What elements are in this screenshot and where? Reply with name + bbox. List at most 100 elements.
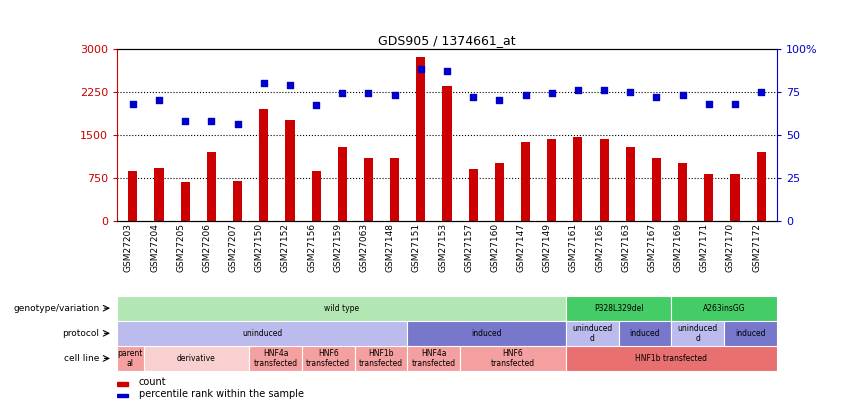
- Bar: [364, 158, 373, 221]
- Text: GSM27156: GSM27156: [307, 223, 316, 272]
- Point: [335, 90, 349, 97]
- Bar: [302, 346, 355, 371]
- Bar: [117, 382, 128, 386]
- Bar: [181, 182, 190, 221]
- Bar: [143, 346, 249, 371]
- Text: GDS905 / 1374661_at: GDS905 / 1374661_at: [378, 34, 516, 47]
- Text: genotype/variation: genotype/variation: [13, 304, 99, 313]
- Text: GSM27206: GSM27206: [202, 223, 212, 272]
- Text: HNF1b transfected: HNF1b transfected: [635, 354, 707, 363]
- Bar: [521, 142, 530, 221]
- Text: HNF6
transfected: HNF6 transfected: [491, 349, 535, 368]
- Text: HNF4a
transfected: HNF4a transfected: [253, 349, 298, 368]
- Bar: [355, 346, 407, 371]
- Text: HNF4a
transfected: HNF4a transfected: [411, 349, 456, 368]
- Bar: [619, 321, 671, 346]
- Text: percentile rank within the sample: percentile rank within the sample: [139, 389, 304, 399]
- Bar: [117, 321, 407, 346]
- Text: wild type: wild type: [324, 304, 359, 313]
- Bar: [671, 296, 777, 321]
- Text: induced: induced: [471, 329, 502, 338]
- Bar: [671, 321, 724, 346]
- Text: GSM27157: GSM27157: [464, 223, 473, 272]
- Bar: [566, 346, 777, 371]
- Bar: [600, 139, 608, 221]
- Text: GSM27169: GSM27169: [674, 223, 682, 272]
- Point: [518, 92, 532, 98]
- Bar: [757, 152, 766, 221]
- Bar: [460, 346, 566, 371]
- Text: GSM27163: GSM27163: [621, 223, 630, 272]
- Bar: [678, 163, 687, 221]
- Text: GSM27147: GSM27147: [516, 223, 525, 272]
- Bar: [117, 296, 566, 321]
- Point: [205, 118, 219, 124]
- Point: [754, 88, 768, 95]
- Point: [362, 90, 376, 97]
- Text: GSM27204: GSM27204: [150, 223, 159, 272]
- Bar: [469, 169, 477, 221]
- Text: uninduced
d: uninduced d: [678, 324, 718, 343]
- Text: GSM27171: GSM27171: [700, 223, 709, 272]
- Text: GSM27205: GSM27205: [176, 223, 185, 272]
- Text: protocol: protocol: [62, 329, 99, 338]
- Text: count: count: [139, 377, 167, 387]
- Bar: [547, 139, 556, 221]
- Text: induced: induced: [735, 329, 766, 338]
- Bar: [443, 86, 451, 221]
- Bar: [626, 147, 635, 221]
- Text: GSM27167: GSM27167: [648, 223, 656, 272]
- Text: derivative: derivative: [177, 354, 216, 363]
- Bar: [260, 109, 268, 221]
- Bar: [338, 147, 347, 221]
- Bar: [407, 321, 566, 346]
- Text: GSM27149: GSM27149: [542, 223, 552, 272]
- Point: [597, 87, 611, 93]
- Text: parent
al: parent al: [118, 349, 143, 368]
- Text: GSM27153: GSM27153: [438, 223, 447, 272]
- Text: induced: induced: [629, 329, 661, 338]
- Text: GSM27151: GSM27151: [411, 223, 421, 272]
- Text: cell line: cell line: [64, 354, 99, 363]
- Bar: [249, 346, 302, 371]
- Bar: [117, 346, 143, 371]
- Point: [231, 121, 245, 128]
- Bar: [566, 296, 671, 321]
- Bar: [724, 321, 777, 346]
- Bar: [312, 171, 320, 221]
- Point: [414, 66, 428, 72]
- Point: [126, 100, 140, 107]
- Point: [545, 90, 559, 97]
- Text: A263insGG: A263insGG: [703, 304, 746, 313]
- Bar: [730, 174, 740, 221]
- Text: uninduced
d: uninduced d: [572, 324, 612, 343]
- Bar: [155, 168, 164, 221]
- Bar: [704, 174, 713, 221]
- Bar: [652, 158, 661, 221]
- Point: [152, 97, 166, 104]
- Point: [440, 68, 454, 74]
- Bar: [117, 394, 128, 397]
- Bar: [233, 181, 242, 221]
- Text: GSM27165: GSM27165: [595, 223, 604, 272]
- Text: GSM27160: GSM27160: [490, 223, 499, 272]
- Text: GSM27152: GSM27152: [281, 223, 290, 272]
- Point: [702, 100, 716, 107]
- Text: HNF1b
transfected: HNF1b transfected: [359, 349, 403, 368]
- Point: [675, 92, 689, 98]
- Point: [571, 87, 585, 93]
- Text: GSM27172: GSM27172: [753, 223, 761, 272]
- Text: HNF6
transfected: HNF6 transfected: [306, 349, 351, 368]
- Bar: [495, 163, 504, 221]
- Text: GSM27203: GSM27203: [124, 223, 133, 272]
- Text: GSM27170: GSM27170: [726, 223, 735, 272]
- Point: [466, 94, 480, 100]
- Point: [492, 97, 506, 104]
- Bar: [407, 346, 460, 371]
- Bar: [128, 171, 137, 221]
- Bar: [390, 158, 399, 221]
- Point: [178, 118, 192, 124]
- Bar: [417, 57, 425, 221]
- Point: [309, 102, 323, 109]
- Text: GSM27159: GSM27159: [333, 223, 342, 272]
